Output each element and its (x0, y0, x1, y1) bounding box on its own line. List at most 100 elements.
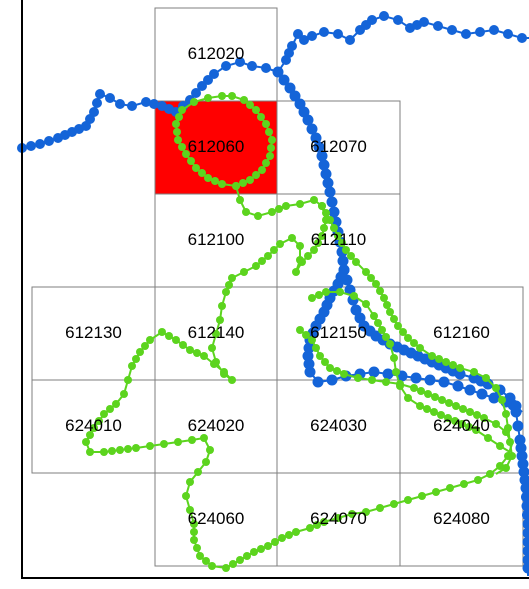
green-track-east-3-point (416, 402, 424, 410)
green-track-main-point (228, 376, 236, 384)
green-track-main-point (310, 246, 318, 254)
green-track-main-point (174, 438, 182, 446)
green-track-east-point (502, 464, 510, 472)
blue-track-west-point (319, 27, 329, 37)
green-track-east-point (326, 216, 334, 224)
blue-track-south-point (521, 500, 529, 512)
green-track-loop-point (204, 174, 212, 182)
green-track-main-point (128, 362, 136, 370)
green-track-main-point (190, 520, 198, 528)
blue-track-south-point (324, 186, 336, 198)
blue-track-south-point (512, 420, 524, 432)
green-track-loop-point (211, 177, 219, 185)
grid-cell-624080[interactable] (399, 472, 524, 567)
green-track-main-point (136, 348, 144, 356)
blue-track-west-point (89, 107, 99, 117)
cell-label-612070: 612070 (310, 137, 367, 156)
green-track-main-point (296, 200, 304, 208)
green-track-main-point (106, 405, 114, 413)
green-track-main-point (276, 240, 284, 248)
green-track-loop-point (258, 166, 266, 174)
green-track-main-point (376, 504, 384, 512)
green-track-loop-point (174, 136, 182, 144)
green-track-main-point (95, 417, 103, 425)
green-track-east-point (372, 280, 380, 288)
blue-track-south-point (310, 132, 322, 144)
grid-cells (31, 7, 524, 567)
green-track-main-point (236, 556, 244, 564)
green-track-loop-point (262, 120, 270, 128)
green-track-main-point (232, 182, 240, 190)
green-track-main-point (243, 552, 251, 560)
blue-track-west-point (379, 11, 389, 21)
green-track-east-2 (296, 326, 513, 445)
green-track-main-point (313, 521, 321, 529)
green-track-main-point (304, 252, 312, 260)
map-border (21, 0, 529, 579)
green-track-main-point (220, 368, 228, 376)
green-track-east-point (352, 258, 360, 266)
cell-label-624010: 624010 (65, 416, 122, 435)
green-track-main-point (390, 500, 398, 508)
green-track-east-point (383, 301, 391, 309)
green-track-main-point (229, 560, 237, 568)
green-track-east-point (456, 364, 464, 372)
green-track-loop-point (173, 128, 181, 136)
blue-track-south-point (514, 434, 526, 446)
green-track-east-3-point (404, 394, 412, 402)
green-track-main-point (254, 212, 262, 220)
blue-track-west-point (461, 29, 471, 39)
green-track-loop-point (175, 113, 183, 121)
green-track-loop-point (228, 92, 236, 100)
green-track-east-point (347, 252, 355, 260)
blue-track-west-point (247, 61, 257, 71)
green-track-east-2-point (368, 376, 376, 384)
green-track-east-point (404, 334, 412, 342)
green-track-east-point (492, 384, 500, 392)
green-track-east-2-point (316, 352, 324, 360)
green-track-loop-point (246, 101, 254, 109)
blue-track-west-point (517, 33, 527, 43)
blue-track-loop-point (438, 376, 450, 388)
green-track-east-2-point (424, 390, 432, 398)
green-track-east-point (390, 315, 398, 323)
green-track-main-point (270, 246, 278, 254)
green-track-main-point (278, 534, 286, 542)
blue-track-west-point (345, 35, 355, 45)
green-track-east-point (386, 308, 394, 316)
green-track-main-point (108, 447, 116, 455)
green-track-main-point (310, 196, 318, 204)
green-track-main-point (124, 376, 132, 384)
green-track-loop-point (178, 143, 186, 151)
green-track-east-3-point (430, 408, 438, 416)
green-track-main-point (120, 390, 128, 398)
green-track-east-point (380, 294, 388, 302)
green-track-east-2-point (382, 378, 390, 386)
green-track-main-point (158, 328, 166, 336)
blue-track-west-point (127, 101, 137, 111)
blue-track-south-point (326, 196, 338, 208)
blue-track-west-point (307, 31, 317, 41)
green-track-main-point (228, 274, 236, 282)
cell-label-612060: 612060 (188, 137, 245, 156)
green-track-east-point (449, 361, 457, 369)
green-track-east-3 (308, 288, 511, 453)
green-track-main-point (132, 355, 140, 363)
blue-track-loop-point (312, 376, 324, 388)
green-track-loop-point (265, 128, 273, 136)
green-track-east-point (394, 322, 402, 330)
blue-track-west-point (95, 89, 105, 99)
green-track-loop-point (240, 96, 248, 104)
green-track-main-point (236, 196, 244, 204)
blue-track-west-point (209, 69, 219, 79)
blue-track-west-point (299, 35, 309, 45)
green-track-east-2-point (354, 374, 362, 382)
green-track-main-point (146, 336, 154, 344)
green-track-east-2-point (326, 364, 334, 372)
blue-track-loop-point (452, 380, 464, 392)
green-track-east-point (508, 452, 516, 460)
green-track-main-point (212, 330, 220, 338)
green-track-east-3-point (315, 291, 323, 299)
green-track-east-3-point (370, 312, 378, 320)
